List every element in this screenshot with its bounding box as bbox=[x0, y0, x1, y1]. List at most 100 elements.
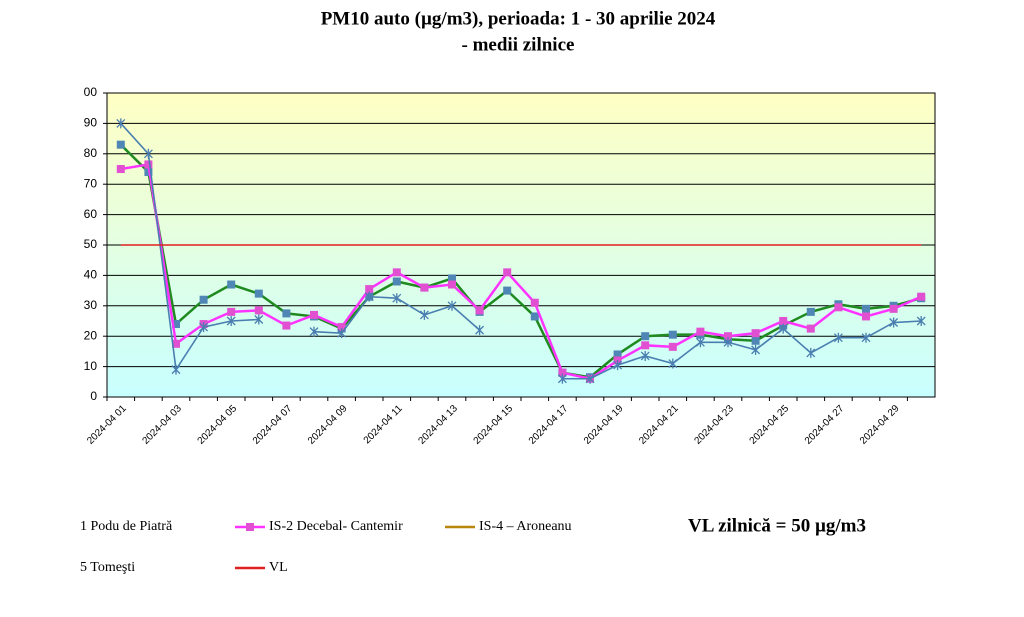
series-line bbox=[120, 163, 922, 381]
data-point bbox=[143, 148, 153, 159]
data-point bbox=[227, 280, 236, 289]
data-point bbox=[641, 332, 650, 341]
legend-marker bbox=[246, 523, 254, 531]
data-point bbox=[392, 268, 401, 277]
data-point bbox=[226, 316, 236, 326]
data-point bbox=[778, 323, 788, 334]
x-tick-label: 2024-04 21 bbox=[637, 403, 681, 447]
x-tick-label: 2024-04 01 bbox=[85, 403, 129, 447]
y-tick-label: 70 bbox=[84, 176, 98, 190]
data-point bbox=[254, 314, 264, 325]
data-point bbox=[530, 298, 539, 307]
data-point bbox=[834, 303, 843, 312]
data-point bbox=[640, 350, 650, 361]
data-point bbox=[199, 322, 209, 333]
legend-label: VL bbox=[269, 560, 288, 575]
data-point bbox=[116, 140, 125, 149]
data-point bbox=[309, 326, 319, 337]
x-tick-label: 2024-04 15 bbox=[472, 403, 516, 447]
data-point bbox=[475, 325, 485, 336]
legend-label: IS-2 Decebal- Cantemir bbox=[269, 519, 403, 534]
data-point bbox=[861, 332, 871, 343]
y-tick-label: 0 bbox=[90, 389, 97, 403]
data-point bbox=[503, 268, 512, 277]
data-point bbox=[862, 312, 870, 321]
data-point bbox=[585, 373, 595, 384]
y-tick-label: 00 bbox=[84, 85, 98, 99]
data-point bbox=[116, 165, 125, 173]
x-tick-label: 2024-04 29 bbox=[858, 403, 902, 447]
legend-label: 5 Tomeşti bbox=[80, 560, 135, 575]
data-point bbox=[723, 337, 733, 348]
data-point bbox=[917, 292, 926, 301]
y-tick-label: 60 bbox=[84, 207, 98, 221]
y-tick-label: 90 bbox=[84, 116, 98, 130]
data-point bbox=[889, 304, 898, 313]
y-tick-label: 50 bbox=[84, 237, 98, 251]
data-point bbox=[916, 316, 926, 326]
data-point bbox=[282, 321, 291, 330]
x-tick-label: 2024-04 09 bbox=[306, 403, 350, 447]
x-tick-label: 2024-04 11 bbox=[362, 403, 405, 446]
data-point bbox=[530, 312, 539, 321]
x-tick-label: 2024-04 17 bbox=[527, 403, 571, 447]
data-point bbox=[806, 307, 815, 316]
y-tick-label: 40 bbox=[84, 268, 98, 282]
x-tick-label: 2024-04 05 bbox=[196, 403, 240, 447]
data-point bbox=[696, 327, 705, 336]
data-point bbox=[254, 289, 263, 298]
data-point bbox=[254, 306, 263, 315]
data-point bbox=[227, 307, 236, 316]
data-point bbox=[751, 329, 760, 338]
data-point bbox=[364, 291, 374, 302]
x-tick-label: 2024-04 03 bbox=[140, 403, 184, 447]
data-point bbox=[116, 118, 126, 129]
x-tick-label: 2024-04 19 bbox=[582, 403, 626, 447]
data-point bbox=[310, 310, 318, 319]
data-point bbox=[392, 293, 402, 304]
data-point bbox=[199, 295, 208, 304]
y-tick-label: 80 bbox=[84, 146, 98, 160]
data-point bbox=[751, 344, 761, 355]
x-tick-label: 2024-04 25 bbox=[748, 403, 792, 447]
data-point bbox=[806, 324, 815, 333]
x-tick-label: 2024-04 07 bbox=[251, 403, 295, 447]
y-tick-label: 30 bbox=[84, 298, 98, 312]
annotation: VL zilnică = 50 µg/m3 bbox=[688, 515, 866, 536]
data-point bbox=[668, 342, 677, 351]
data-point bbox=[503, 286, 512, 295]
data-point bbox=[641, 341, 650, 350]
legend-label: 1 Podu de Piatră bbox=[80, 519, 173, 534]
data-point bbox=[613, 360, 623, 371]
data-point bbox=[862, 304, 870, 313]
data-point bbox=[420, 283, 429, 292]
data-point bbox=[806, 347, 816, 358]
data-point bbox=[171, 364, 181, 375]
x-tick-label: 2024-04 13 bbox=[416, 403, 460, 447]
x-tick-label: 2024-04 23 bbox=[692, 403, 736, 447]
data-point bbox=[419, 309, 429, 320]
data-point bbox=[448, 280, 456, 289]
data-point bbox=[751, 336, 760, 345]
chart-subtitle: - medii zilnice bbox=[462, 34, 575, 55]
data-point bbox=[557, 373, 567, 384]
data-point bbox=[365, 285, 374, 294]
data-point bbox=[337, 328, 347, 339]
data-point bbox=[282, 309, 291, 318]
x-tick-label: 2024-04 27 bbox=[803, 403, 847, 447]
data-point bbox=[668, 330, 677, 339]
data-point bbox=[833, 332, 843, 343]
data-point bbox=[475, 306, 484, 315]
data-point bbox=[447, 300, 457, 311]
y-tick-label: 20 bbox=[84, 328, 98, 342]
data-point bbox=[668, 358, 678, 369]
data-point bbox=[695, 337, 705, 348]
data-point bbox=[392, 277, 401, 286]
data-point bbox=[779, 317, 788, 325]
legend-label: IS-4 – Aroneanu bbox=[479, 519, 572, 534]
data-point bbox=[144, 160, 153, 169]
data-point bbox=[889, 317, 899, 328]
y-tick-label: 10 bbox=[84, 359, 98, 373]
chart-title: PM10 auto (µg/m3), perioada: 1 - 30 apri… bbox=[321, 8, 716, 29]
